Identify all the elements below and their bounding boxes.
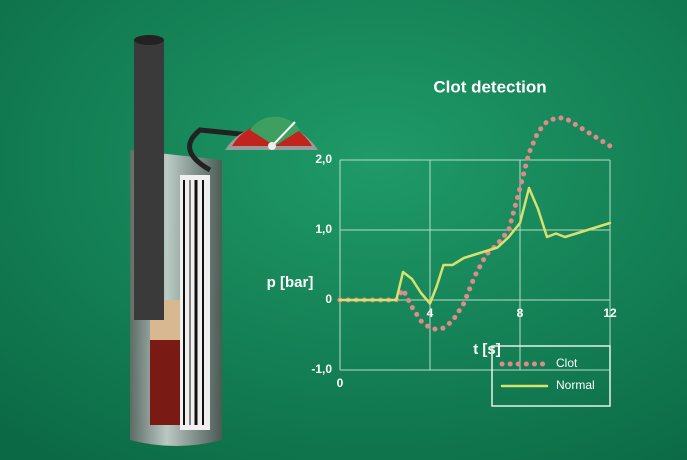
y-axis-label: p [bar] <box>267 274 314 291</box>
legend-box <box>491 345 611 407</box>
chart-title: Clot detection <box>433 77 546 96</box>
x-axis-label: t [s] <box>473 341 501 358</box>
series-line <box>337 115 613 332</box>
x-tick-label: 0 <box>337 376 344 390</box>
legend-label: Normal <box>556 378 595 392</box>
y-tick-label: 0 <box>325 292 332 306</box>
legend-label: Clot <box>556 356 578 370</box>
y-tick-label: -1,0 <box>311 362 332 376</box>
y-tick-label: 2,0 <box>315 152 332 166</box>
plot: Clot detection p [bar] t [s] -1,0 0 1,0 2,0… <box>267 77 617 407</box>
tube-illustration <box>130 35 318 446</box>
series-line <box>338 186 612 305</box>
y-tick-label: 1,0 <box>315 222 332 236</box>
